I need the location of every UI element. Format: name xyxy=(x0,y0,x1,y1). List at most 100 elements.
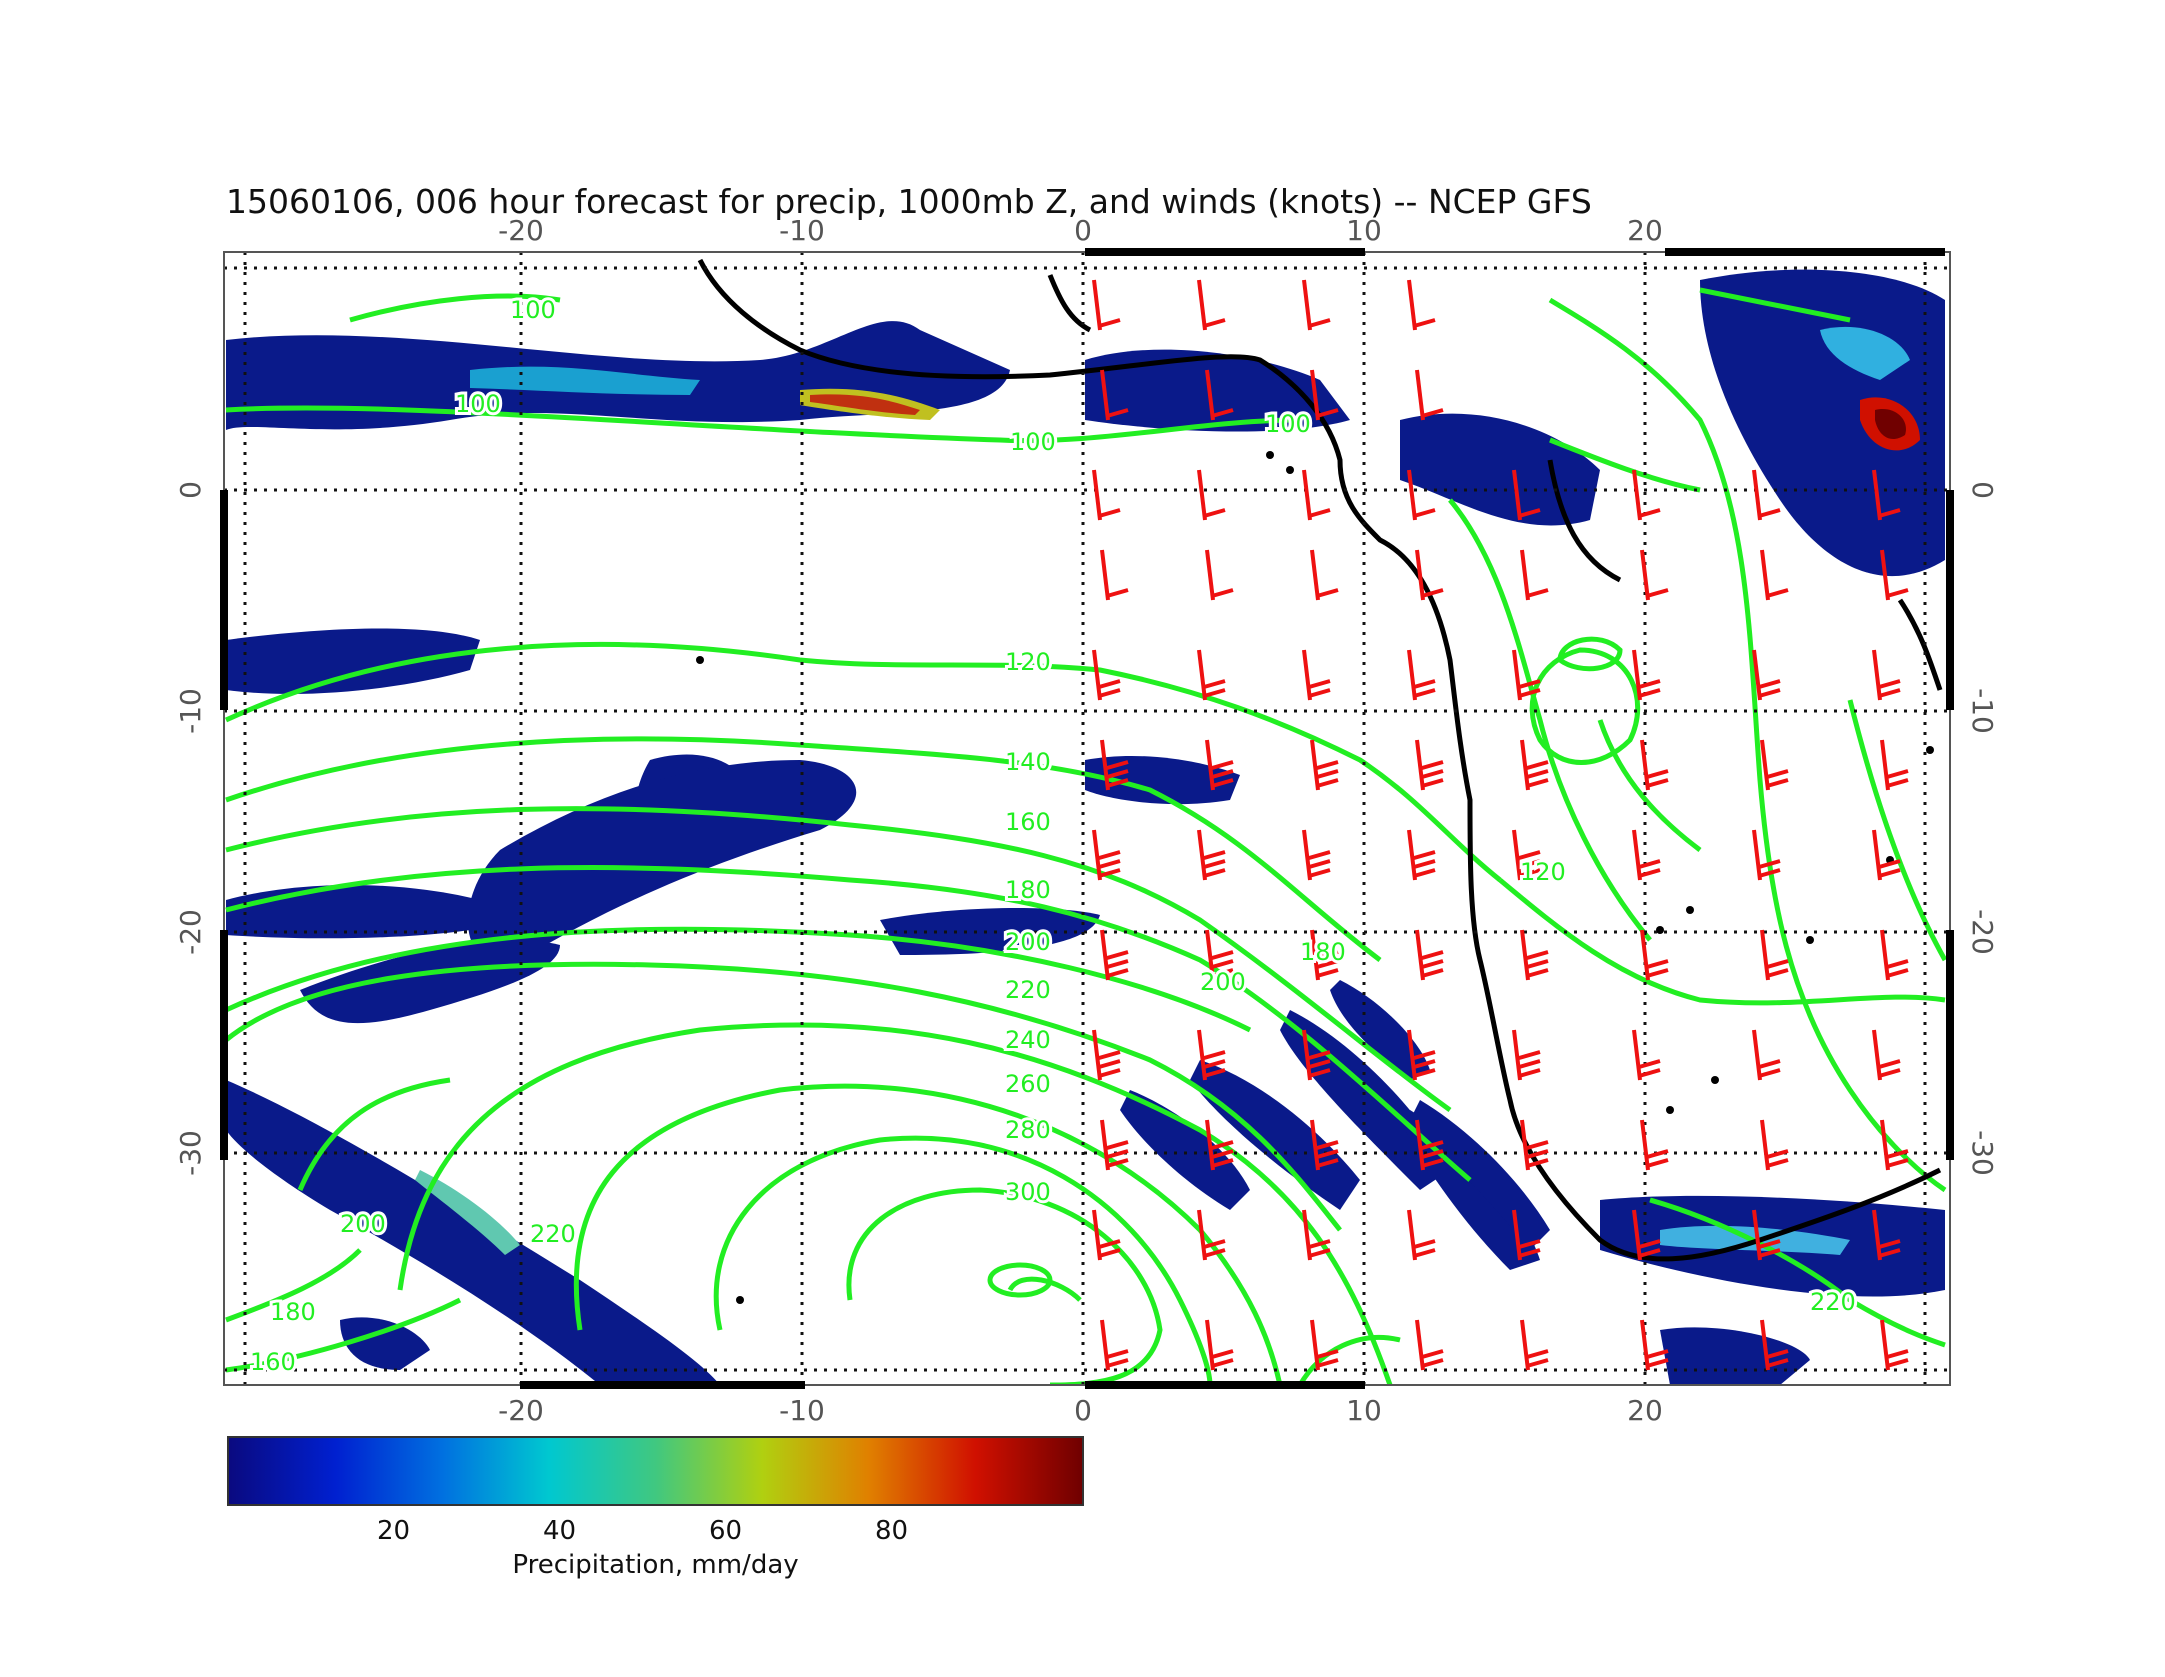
lon-tick-label: -10 xyxy=(779,1394,825,1427)
wind-barb xyxy=(1197,279,1226,331)
precip-area xyxy=(340,1317,430,1370)
wind-barb xyxy=(1760,929,1789,981)
precip-area xyxy=(300,940,560,1024)
wind-barb xyxy=(1752,649,1781,701)
lon-tick-label: -10 xyxy=(779,214,825,247)
frame-edge-bars xyxy=(220,248,1954,1389)
wind-barb xyxy=(1205,929,1234,981)
wind-barb xyxy=(1310,549,1339,601)
height-contour xyxy=(224,961,1342,1232)
height-contour xyxy=(1007,1276,1082,1302)
height-contour xyxy=(349,293,561,323)
wind-barb xyxy=(1310,369,1339,421)
contour-label: 260 xyxy=(1005,1070,1051,1098)
wind-barb xyxy=(1100,1119,1129,1171)
colorbar-tick: 80 xyxy=(875,1516,909,1546)
contour-label: 160 xyxy=(250,1348,296,1376)
height-contour xyxy=(224,641,1502,882)
island xyxy=(1686,906,1694,914)
height-contours xyxy=(224,287,1948,1385)
precip-core xyxy=(1875,409,1906,440)
wind-barb xyxy=(1092,1209,1121,1261)
contour-label: 100 xyxy=(455,390,501,418)
wind-barb xyxy=(1872,1029,1901,1081)
wind-barb xyxy=(1880,549,1909,601)
wind-barb xyxy=(1640,1319,1669,1371)
coastline-segment xyxy=(1047,274,1092,333)
wind-barb xyxy=(1415,369,1444,421)
contour-label: 180 xyxy=(270,1298,316,1326)
contour-label: 220 xyxy=(1005,976,1051,1004)
wind-barb xyxy=(1880,1319,1909,1371)
wind-barb xyxy=(1205,549,1234,601)
wind-barb xyxy=(1205,739,1234,791)
wind-barb xyxy=(1640,929,1669,981)
wind-barb xyxy=(1092,279,1121,331)
precip-area xyxy=(1190,1060,1360,1210)
wind-barb xyxy=(1760,1119,1789,1171)
wind-barb xyxy=(1520,549,1549,601)
wind-barb xyxy=(1512,1029,1541,1081)
contour-label: 220 xyxy=(530,1220,576,1248)
colorbar-tick: 20 xyxy=(377,1516,411,1546)
wind-barb xyxy=(1415,929,1444,981)
wind-barb xyxy=(1197,829,1226,881)
height-contour xyxy=(224,926,1252,1033)
lat-tick-label: -20 xyxy=(1966,909,1999,955)
precip-area xyxy=(467,760,857,964)
wind-barb xyxy=(1092,829,1121,881)
height-contour xyxy=(1649,1197,1946,1348)
height-contour xyxy=(1448,498,1652,942)
height-contour xyxy=(713,1135,1213,1385)
lon-tick-label: 0 xyxy=(1074,214,1092,247)
wind-barb xyxy=(1197,1209,1226,1261)
wind-barb xyxy=(1632,1209,1661,1261)
wind-barb xyxy=(1872,649,1901,701)
lat-tick-label: -10 xyxy=(174,688,207,734)
contour-label: 140 xyxy=(1005,748,1051,776)
wind-barb xyxy=(1407,469,1436,521)
wind-barb xyxy=(1640,739,1669,791)
coastline xyxy=(696,258,1943,1304)
figure-title: 15060106, 006 hour forecast for precip, … xyxy=(226,182,1592,221)
wind-barb xyxy=(1760,739,1789,791)
island xyxy=(1666,1106,1674,1114)
wind-barb xyxy=(1760,1319,1789,1371)
lat-tick-label: 0 xyxy=(174,481,207,499)
wind-barb xyxy=(1205,1119,1234,1171)
wind-barb xyxy=(1310,1119,1339,1171)
height-contour xyxy=(1597,719,1702,852)
wind-barb xyxy=(1407,829,1436,881)
contour-label: 160 xyxy=(1005,808,1051,836)
lat-tick-label: 0 xyxy=(1966,481,1999,499)
wind-barb xyxy=(1752,469,1781,521)
lat-tick-label: -30 xyxy=(1966,1130,1999,1176)
precip-area xyxy=(1330,980,1430,1080)
colorbar-tick: 60 xyxy=(709,1516,743,1546)
wind-barb xyxy=(1752,1029,1781,1081)
precip-area xyxy=(226,628,480,694)
lat-tick-label: -20 xyxy=(174,909,207,955)
wind-barb xyxy=(1632,649,1661,701)
lon-tick-label: -20 xyxy=(498,1394,544,1427)
wind-barb xyxy=(1100,739,1129,791)
precip-core xyxy=(810,394,920,415)
height-contour xyxy=(1548,297,1947,1193)
wind-barb xyxy=(1205,1319,1234,1371)
wind-barb xyxy=(1302,829,1331,881)
wind-barb xyxy=(1100,369,1129,421)
lon-tick-label: 20 xyxy=(1627,1394,1663,1427)
precip-area xyxy=(1120,1090,1250,1210)
precip-area xyxy=(1085,755,1240,805)
lat-tick-label: -10 xyxy=(1966,688,1999,734)
contour-label: 240 xyxy=(1005,1026,1051,1054)
lon-tick-label: 0 xyxy=(1074,1394,1092,1427)
colorbar-gradient xyxy=(227,1436,1084,1506)
wind-barb xyxy=(1512,829,1541,881)
wind-barb xyxy=(1092,469,1121,521)
wind-barb xyxy=(1197,649,1226,701)
height-contour xyxy=(1699,287,1851,323)
